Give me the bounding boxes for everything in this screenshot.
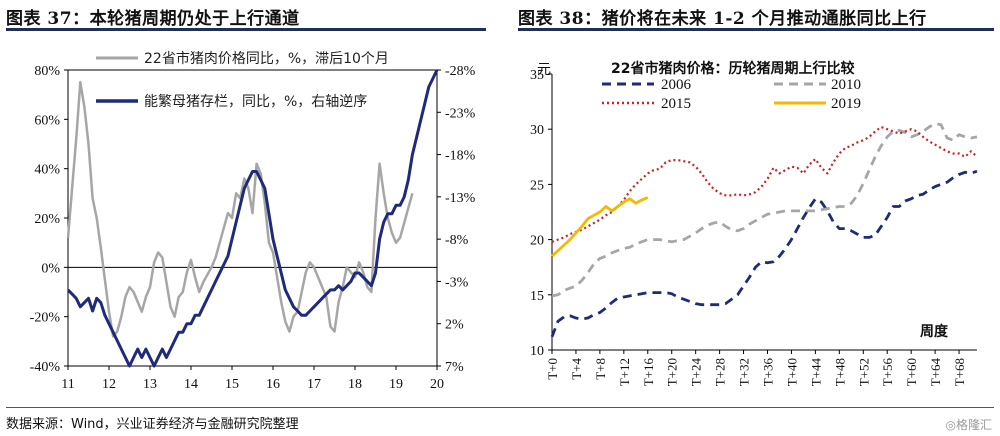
left-x-tick-label: 20 [430, 377, 444, 392]
right-chart-y-tick-label: 15 [530, 289, 544, 304]
right-chart-title: 22省市猪肉价格：历轮猪周期上行比较 [611, 60, 854, 77]
right-x-axis-label: 周度 [920, 323, 949, 340]
right-chart-y-tick-label: 20 [530, 234, 544, 249]
right-chart-x-tick-label: T+4 [569, 358, 584, 380]
right-y-tick-label: 7% [445, 360, 464, 375]
left-x-tick-label: 16 [266, 377, 280, 392]
left-y-tick-label: 80% [34, 64, 60, 79]
watermark: ◎格隆汇 [945, 418, 992, 432]
right-chart-x-tick-label: T+24 [689, 358, 704, 387]
right-chart-y-tick-label: 35 [530, 68, 544, 83]
right-chart-y-tick-label: 10 [530, 344, 544, 359]
right-chart-x-tick-label: T+36 [760, 358, 775, 387]
left-x-tick-label: 14 [184, 377, 198, 392]
right-chart-x-tick-label: T+60 [904, 358, 919, 386]
left-y-tick-label: -20% [30, 311, 61, 326]
right-series-line-2 [551, 125, 978, 243]
left-plot-frame [67, 69, 438, 367]
right-title-rule [518, 28, 994, 31]
right-chart-y-tick-label: 25 [530, 178, 544, 193]
right-figure-title: 图表 38：猪价将在未来 1-2 个月推动通胀同比上行 [518, 9, 927, 29]
right-y-tick-label: -8% [445, 233, 469, 248]
right-y-tick-label: -13% [445, 191, 476, 206]
left-y-tick-label: 20% [34, 212, 60, 227]
left-legend-label-1: 能繁母猪存栏，同比，%，右轴逆序 [144, 94, 367, 110]
right-chart-x-tick-label: T+52 [856, 358, 871, 386]
right-chart-x-tick-label: T+0 [545, 358, 560, 380]
left-y-tick-label: 60% [34, 113, 60, 128]
left-x-tick-label: 12 [102, 377, 116, 392]
right-chart-x-tick-label: T+64 [928, 358, 943, 387]
left-x-tick-label: 17 [307, 377, 321, 392]
footer-rule [6, 407, 994, 408]
right-chart-x-tick-label: T+12 [617, 358, 632, 386]
left-y-tick-label: 40% [34, 163, 60, 178]
left-x-tick-label: 15 [225, 377, 239, 392]
right-y-tick-label: -28% [445, 64, 476, 79]
right-series-line-0 [550, 169, 978, 338]
left-series-line-1 [66, 69, 439, 368]
right-chart-x-tick-label: T+16 [641, 358, 656, 387]
left-y-tick-label: 0% [41, 261, 60, 276]
right-y-tick-label: -23% [445, 106, 476, 121]
left-title-rule [6, 28, 486, 31]
right-series-line-1 [551, 122, 978, 298]
right-y-tick-label: 2% [445, 318, 464, 333]
right-chart-x-tick-label: T+48 [832, 358, 847, 386]
left-chart: 22省市猪肉价格同比，%，滞后10个月 能繁母猪存栏，同比，%，右轴逆序 80%… [30, 50, 476, 392]
left-figure-title: 图表 37：本轮猪周期仍处于上行通道 [6, 9, 300, 29]
right-legend-label-3: 2019 [831, 96, 861, 112]
right-legend-label-0: 2006 [661, 77, 692, 93]
right-legend-label-1: 2010 [831, 77, 861, 93]
left-x-tick-label: 13 [143, 377, 157, 392]
right-chart-x-tick-label: T+56 [880, 358, 895, 387]
left-x-tick-label: 18 [348, 377, 362, 392]
source-note: 数据来源：Wind，兴业证券经济与金融研究院整理 [6, 417, 299, 432]
right-chart-x-tick-label: T+28 [713, 358, 728, 386]
right-y-tick-label: -3% [445, 275, 469, 290]
right-chart-x-tick-label: T+40 [784, 358, 799, 386]
right-y-tick-label: -18% [445, 149, 476, 164]
right-legend-label-2: 2015 [661, 96, 691, 112]
left-x-tick-label: 11 [61, 377, 74, 392]
left-series-line-0 [66, 81, 414, 338]
right-series-line-3 [551, 196, 649, 258]
left-legend-label-0: 22省市猪肉价格同比，%，滞后10个月 [144, 50, 389, 67]
right-chart-x-tick-label: T+32 [737, 358, 752, 386]
right-chart-x-tick-label: T+8 [593, 358, 608, 380]
left-x-tick-label: 19 [389, 377, 403, 392]
right-chart-x-tick-label: T+44 [808, 358, 823, 387]
right-y-unit-label: 元 [537, 62, 551, 78]
left-y-tick-label: -40% [30, 360, 61, 375]
right-chart-x-tick-label: T+20 [665, 358, 680, 386]
right-chart-y-tick-label: 30 [530, 123, 544, 138]
right-chart-x-tick-label: T+68 [952, 358, 967, 386]
